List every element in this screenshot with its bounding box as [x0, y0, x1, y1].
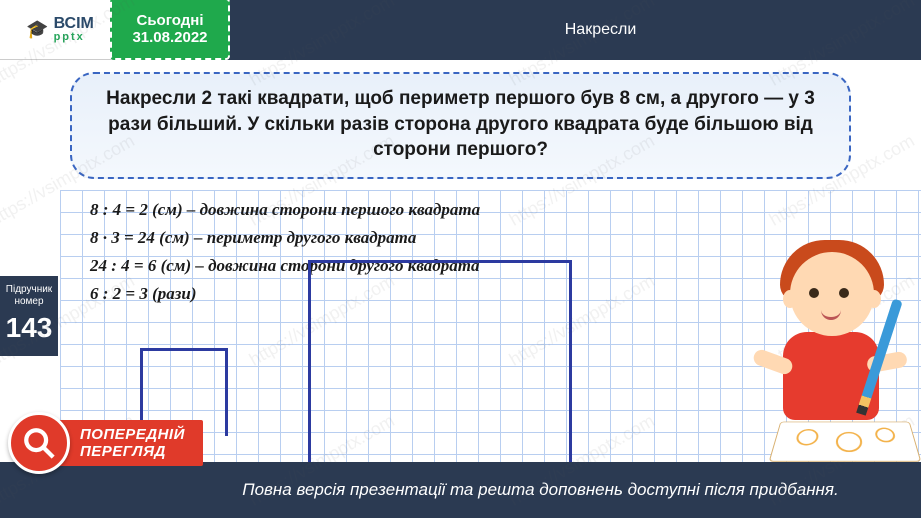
- boy-head: [790, 252, 874, 336]
- date-label: Сьогодні: [112, 12, 228, 29]
- slide-title: Накресли: [280, 21, 921, 39]
- boy-ear: [867, 290, 881, 308]
- preview-badge: ПОПЕРЕДНІЙ ПЕРЕГЛЯД: [8, 412, 203, 474]
- boy-eye: [809, 288, 819, 298]
- boy-illustration: [735, 242, 915, 462]
- textbook-caption: Підручник: [2, 284, 56, 296]
- logo-text-top: ВСІМ: [54, 16, 94, 32]
- task-box: Накресли 2 такі квадрати, щоб периметр п…: [70, 72, 851, 179]
- textbook-number-label: Підручник номер 143: [0, 276, 58, 356]
- logo-text-bottom: pptx: [54, 32, 94, 43]
- magnifier-icon: [8, 412, 70, 474]
- textbook-number: 143: [2, 312, 56, 344]
- solution-line: 8 : 4 = 2 (см) – довжина сторони першого…: [90, 196, 480, 224]
- date-badge: Сьогодні 31.08.2022: [110, 0, 230, 60]
- boy-ear: [783, 290, 797, 308]
- preview-line1: ПОПЕРЕДНІЙ: [80, 426, 185, 443]
- logo: 🎓 ВСІМ pptx: [0, 0, 120, 60]
- date-value: 31.08.2022: [112, 29, 228, 46]
- boy-eye: [839, 288, 849, 298]
- bottom-notice-text: Повна версія презентації та решта доповн…: [242, 480, 838, 500]
- preview-line2: ПЕРЕГЛЯД: [80, 443, 185, 460]
- paper-icon: [769, 422, 921, 462]
- textbook-caption: номер: [2, 296, 56, 308]
- preview-ribbon: ПОПЕРЕДНІЙ ПЕРЕГЛЯД: [56, 420, 203, 467]
- graduation-cap-icon: 🎓: [26, 19, 48, 40]
- task-text: Накресли 2 такі квадрати, щоб периметр п…: [106, 88, 815, 160]
- solution-line: 8 · 3 = 24 (см) – периметр другого квадр…: [90, 224, 480, 252]
